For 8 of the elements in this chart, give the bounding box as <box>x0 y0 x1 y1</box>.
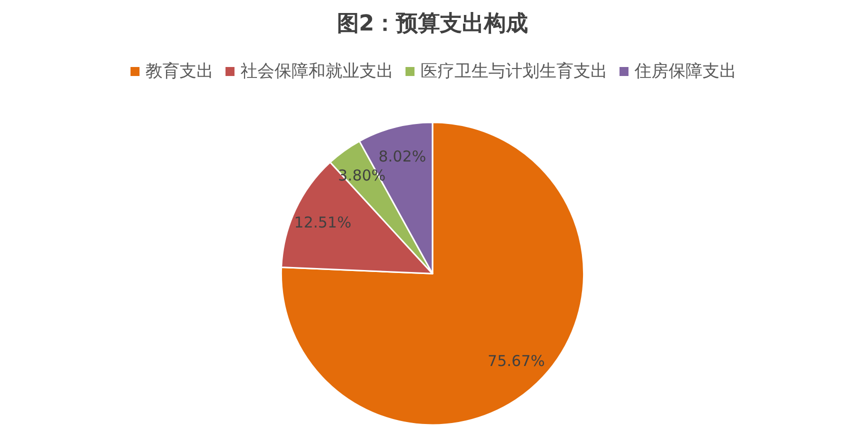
legend-label: 社会保障和就业支出 <box>240 62 394 82</box>
data-label: 8.02% <box>378 147 426 166</box>
data-label: 12.51% <box>294 214 352 232</box>
data-label: 75.67% <box>488 352 545 370</box>
legend-label: 教育支出 <box>146 62 214 82</box>
legend-label: 医疗卫生与计划生育支出 <box>420 62 608 82</box>
legend-label: 住房保障支出 <box>634 62 736 82</box>
chart-title: 图2：预算支出构成 <box>336 12 528 36</box>
